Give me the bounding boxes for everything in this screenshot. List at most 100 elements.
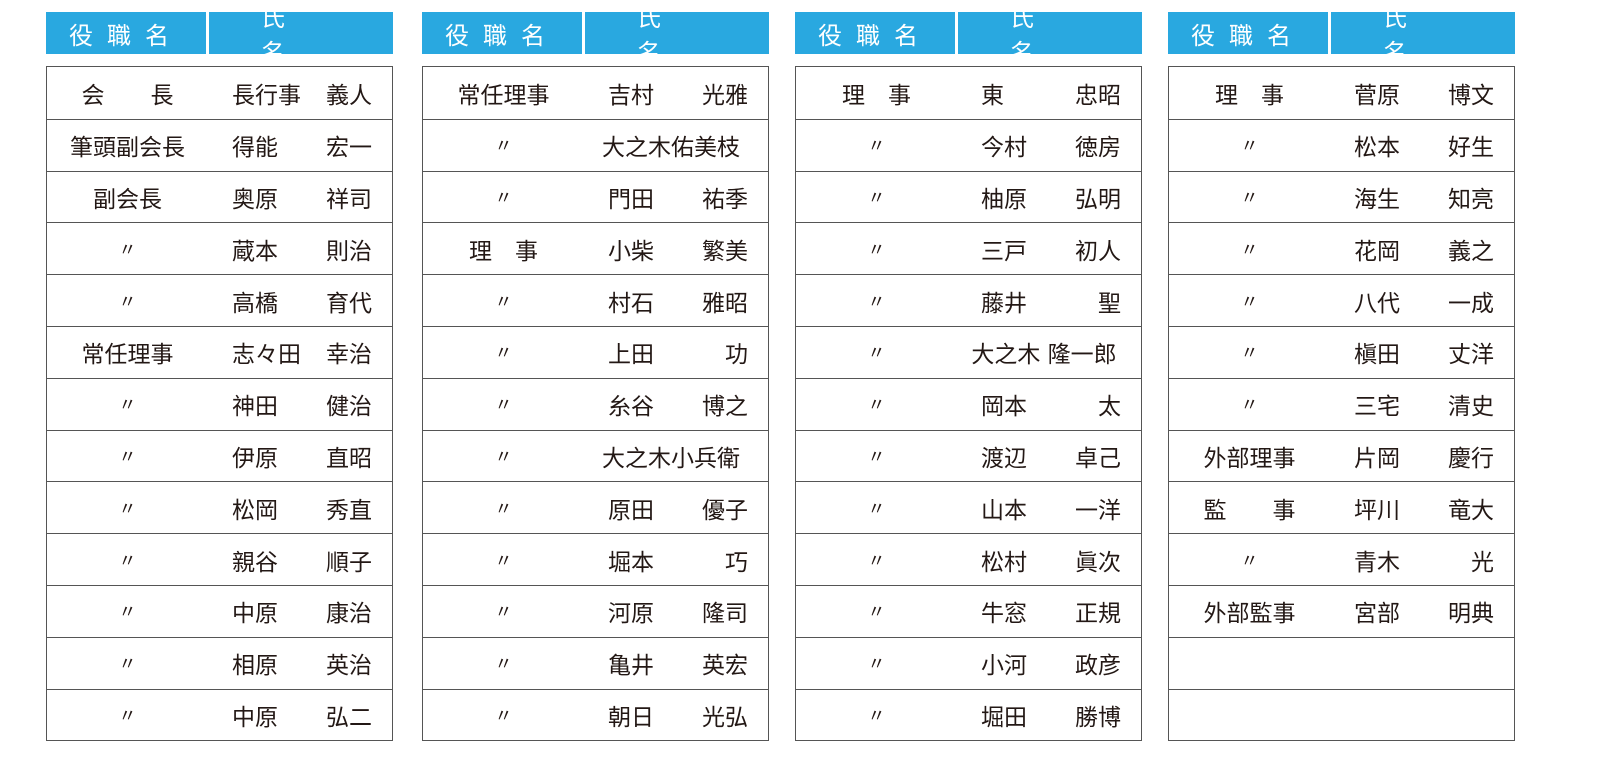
ditto-mark: 〃 <box>1240 239 1259 261</box>
ditto-mark: 〃 <box>118 498 137 520</box>
given-name: 聖 <box>1098 290 1121 317</box>
table-row: 会 長 長行事 義人 <box>47 67 392 119</box>
given-name: 祥司 <box>326 186 372 213</box>
table-row: 〃 原田 優子 <box>423 481 768 533</box>
surname: 朝日 <box>608 704 654 731</box>
role-cell: 外部理事 <box>1203 445 1296 472</box>
role-cell <box>1169 690 1330 741</box>
table-header: 役職名 氏名 <box>795 4 1142 67</box>
name-cell: 吉村 光雅 <box>584 67 768 119</box>
name-cell: 奥原 祥司 <box>208 172 392 223</box>
surname: 大之木小兵衛 <box>602 445 740 472</box>
name-cell: 青木 光 <box>1330 534 1514 585</box>
table-row <box>1169 636 1514 689</box>
header-role: 役職名 <box>422 12 582 54</box>
ditto-mark: 〃 <box>118 291 137 313</box>
name-cell: 大之木佑美枝 <box>584 120 768 171</box>
surname: 神田 <box>232 394 278 421</box>
surname: 親谷 <box>232 549 278 576</box>
table-row: 理 事 菅原 博文 <box>1169 67 1514 119</box>
given-name: 功 <box>725 342 748 369</box>
name-cell: 志々田 幸治 <box>208 327 392 378</box>
name-cell: 大之木小兵衛 <box>584 431 768 482</box>
table-body: 理 事東忠昭〃今村 徳房〃柚原 弘明〃三戸 初人〃藤井聖〃大之木 隆一郎〃岡本太〃渡辺… <box>795 66 1142 742</box>
surname: 宮部 <box>1354 601 1400 628</box>
table-row: 〃 柚原 弘明 <box>796 170 1141 223</box>
name-cell: 朝日 光弘 <box>584 690 768 741</box>
surname: 中原 <box>232 601 278 628</box>
roster-table: 役職名 氏名理 事東忠昭〃今村 徳房〃柚原 弘明〃三戸 初人〃藤井聖〃大之木 隆一郎〃岡… <box>795 4 1142 742</box>
given-name: 雅昭 <box>702 290 748 317</box>
ditto-mark: 〃 <box>1240 550 1259 572</box>
surname: 槇田 <box>1354 342 1400 369</box>
table-row: 〃 岡本 太 <box>796 377 1141 430</box>
ditto-mark: 〃 <box>494 395 513 417</box>
table-row: 〃 伊原 直昭 <box>47 429 392 482</box>
given-name: 博文 <box>1448 82 1494 109</box>
ditto-mark: 〃 <box>1240 395 1259 417</box>
given-name: 繁美 <box>702 238 748 265</box>
table-row: 〃 松岡 秀直 <box>47 481 392 533</box>
name-cell: 菅原 博文 <box>1330 67 1514 119</box>
given-name: 明典 <box>1448 601 1494 628</box>
surname: 長行事 <box>232 82 301 109</box>
name-cell: 渡辺 卓己 <box>957 431 1141 482</box>
table-row: 〃 村石 雅昭 <box>423 274 768 326</box>
surname: 河原 <box>608 601 654 628</box>
table-header: 役職名 氏名 <box>422 4 769 67</box>
table-row: 監 事 坪川 竜大 <box>1169 481 1514 533</box>
given-name: 徳房 <box>1075 135 1121 162</box>
given-name: 好生 <box>1448 135 1494 162</box>
given-name: 光雅 <box>702 82 748 109</box>
name-cell: 伊原 直昭 <box>208 431 392 482</box>
role-cell: 外部監事 <box>1203 601 1296 628</box>
roster-table: 役職名 氏名 常任理事 吉村 光雅〃大之木佑美枝〃門田 祐季理 事小柴 繁美〃村石 雅昭〃上田… <box>422 4 769 742</box>
role-cell <box>1169 638 1330 689</box>
name-cell: 親谷 順子 <box>208 534 392 585</box>
name-cell: 牛窓 正規 <box>957 586 1141 637</box>
surname: 渡辺 <box>981 445 1027 472</box>
table-row: 〃 花岡 義之 <box>1169 222 1514 274</box>
ditto-mark: 〃 <box>867 654 886 676</box>
role-cell: 常任理事 <box>81 342 174 369</box>
name-cell: 坪川 竜大 <box>1330 482 1514 533</box>
table-row: 常任理事 吉村 光雅 <box>423 67 768 119</box>
surname: 花岡 <box>1354 238 1400 265</box>
ditto-mark: 〃 <box>494 498 513 520</box>
table-row: 〃 門田 祐季 <box>423 170 768 223</box>
name-cell: 柚原 弘明 <box>957 172 1141 223</box>
ditto-mark: 〃 <box>867 550 886 572</box>
role-cell: 会 長 <box>81 82 174 109</box>
name-cell: 東 忠昭 <box>957 67 1141 119</box>
ditto-mark: 〃 <box>1240 136 1259 158</box>
role-cell: 理 事 <box>469 238 538 265</box>
ditto-mark: 〃 <box>494 446 513 468</box>
table-row: 〃 堀本 巧 <box>423 533 768 585</box>
table-row: 〃 三戸 初人 <box>796 222 1141 274</box>
name-cell: 糸谷 博之 <box>584 379 768 430</box>
ditto-mark: 〃 <box>118 446 137 468</box>
name-cell: 八代 一成 <box>1330 275 1514 326</box>
surname: 松村 <box>981 549 1027 576</box>
table-row: 常任理事 志々田 幸治 <box>47 325 392 378</box>
surname: 柚原 <box>981 186 1027 213</box>
surname: 松岡 <box>232 497 278 524</box>
table-row: 〃 青木 光 <box>1169 533 1514 585</box>
ditto-mark: 〃 <box>494 291 513 313</box>
table-row: 筆頭副会長 得能 宏一 <box>47 118 392 171</box>
surname: 三宅 <box>1354 394 1400 421</box>
table-row: 〃 松村 眞次 <box>796 533 1141 585</box>
table-row: 〃 蔵本 則治 <box>47 222 392 274</box>
given-name: 博之 <box>702 394 748 421</box>
surname: 牛窓 <box>981 601 1027 628</box>
roster-table: 役職名 氏名会 長長行事 義人 筆頭副会長 得能 宏一 副会長 奥原 祥司〃蔵本 則治〃高橋 育代常… <box>46 4 393 742</box>
ditto-mark: 〃 <box>867 291 886 313</box>
table-row: 〃 牛窓 正規 <box>796 584 1141 637</box>
header-role: 役職名 <box>46 12 206 54</box>
surname: 堀本 <box>608 549 654 576</box>
name-cell: 得能 宏一 <box>208 120 392 171</box>
surname: 今村 <box>981 135 1027 162</box>
ditto-mark: 〃 <box>867 446 886 468</box>
header-name: 氏名 <box>958 4 1142 67</box>
surname: 堀田 <box>981 704 1027 731</box>
